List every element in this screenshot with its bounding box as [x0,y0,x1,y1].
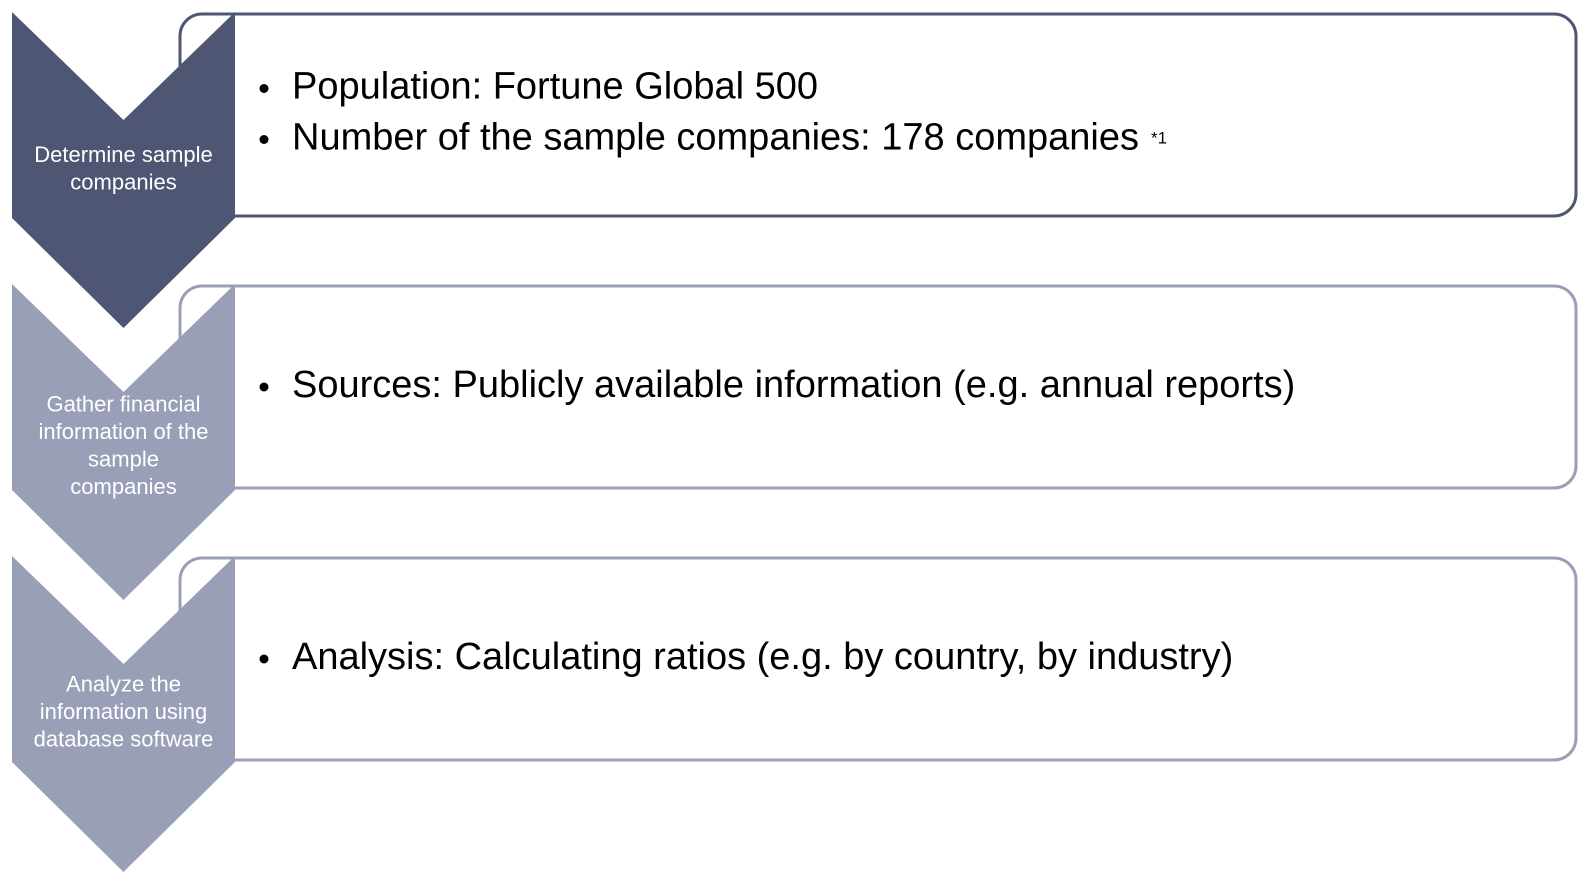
step-box [178,12,1578,218]
step-label: companies [70,474,176,499]
bullet-dot [259,382,269,392]
bullet-content: Sources: Publicly available information … [292,364,1295,406]
step-chevron [12,556,235,872]
bullet-text: Number of the sample companies: 178 comp… [292,117,1167,159]
bullet-dot [259,135,269,144]
step-label: companies [70,170,176,195]
step-label: information of the [39,419,209,444]
boxes [178,12,1578,762]
step-label: Determine sample [34,142,213,167]
step-label: Gather financial [46,392,200,417]
bullet-content: Number of the sample companies: 178 comp… [292,117,1139,159]
step-label: sample [88,447,159,472]
bullet-content: Analysis: Calculating ratios (e.g. by co… [292,636,1233,678]
bullet-dot [259,84,269,93]
step-chevron [12,12,235,328]
bullet-dot [259,654,269,664]
bullet-text: Analysis: Calculating ratios (e.g. by co… [292,636,1233,678]
step-label: information using [40,699,208,724]
chevrons [12,12,235,872]
step-label: Analyze the [66,671,181,696]
step-chevron [12,284,235,600]
bullet-text: Population: Fortune Global 500 [292,66,818,108]
step-label: database software [34,726,214,751]
footnote-marker: *1 [1151,129,1167,148]
bullet-text: Sources: Publicly available information … [292,364,1295,406]
bullet-content: Population: Fortune Global 500 [292,66,818,108]
